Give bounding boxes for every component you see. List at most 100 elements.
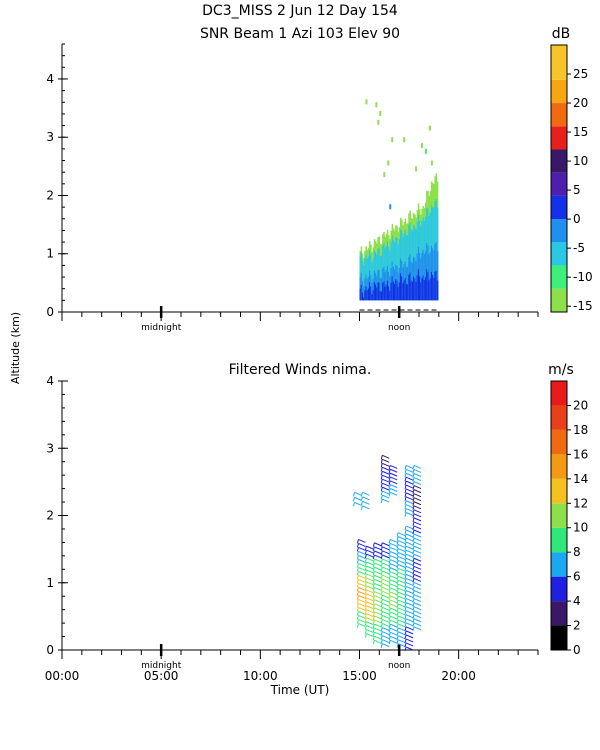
snr-cell: [384, 286, 386, 301]
wind-barb: [358, 558, 366, 563]
wind-barb: [413, 557, 422, 562]
wind-barb: [389, 599, 398, 604]
wind-barb: [382, 631, 390, 635]
wind-barb-flag: [364, 553, 367, 559]
snr-cell: [372, 278, 375, 301]
wind-barb-flag: [364, 617, 367, 622]
wind-barb-flag: [380, 595, 383, 600]
wind-barb: [374, 558, 382, 563]
wind-barb: [405, 508, 414, 513]
snr-cell: [371, 262, 373, 301]
wind-barb: [366, 561, 374, 566]
wind-barb: [362, 505, 370, 510]
wind-barb: [382, 594, 390, 599]
wind-barb-flag: [396, 607, 399, 613]
wind-barb-flag: [388, 628, 391, 633]
wind-barb-flag: [356, 599, 359, 604]
wind-barb-flag: [380, 591, 383, 596]
wind-barb-flag: [364, 621, 367, 626]
wind-barb: [397, 559, 406, 564]
wind-barb-flag: [404, 512, 407, 517]
colorbar-tick-label: 10: [573, 154, 588, 168]
snr-cell: [379, 277, 382, 301]
wind-barb: [413, 618, 422, 623]
wind-barb: [389, 635, 398, 640]
wind-barb: [413, 573, 422, 578]
wind-barb: [389, 623, 398, 628]
wind-barb: [382, 474, 390, 479]
colorbar-band: [551, 126, 567, 150]
snr-cell: [421, 277, 423, 301]
wind-barb-flag: [396, 548, 399, 553]
wind-barb-flag: [380, 623, 383, 628]
snr-cell: [420, 282, 422, 301]
wind-barb-flag: [388, 571, 391, 576]
wind-barb-flag: [412, 558, 415, 563]
wind-barb: [413, 614, 422, 619]
wind-barb: [382, 623, 390, 627]
x-tick-label: 15:00: [342, 669, 377, 683]
wind-barb-flag: [404, 477, 407, 482]
colorbar-band: [551, 601, 567, 626]
wind-barb: [405, 614, 414, 619]
wind-barb: [397, 575, 406, 580]
wind-barb: [413, 606, 422, 611]
wind-barb: [397, 639, 406, 644]
snr-cell: [401, 276, 403, 301]
wind-barb-flag: [404, 492, 407, 498]
snr-cell: [432, 248, 434, 301]
wind-barb: [358, 614, 366, 619]
wind-barb: [382, 606, 390, 611]
wind-barb-flag: [412, 554, 415, 559]
snr-cell: [405, 283, 408, 301]
wind-barb-flag: [356, 579, 359, 584]
colorbar-band: [551, 429, 567, 455]
wind-barb: [382, 478, 390, 483]
wind-barb: [382, 470, 390, 475]
wind-barb: [374, 570, 382, 575]
wind-barb-flag: [380, 498, 383, 504]
colorbar-tick-label: 16: [573, 447, 588, 461]
wind-barb-flag: [380, 554, 383, 559]
wind-barb: [382, 550, 390, 555]
colorbar-band: [551, 172, 567, 196]
wind-barb: [413, 586, 422, 590]
snr-cell: [433, 250, 435, 301]
wind-barb: [405, 537, 414, 542]
colorbar-band: [551, 576, 567, 602]
wind-barb-flag: [352, 497, 355, 502]
snr-cell: [429, 252, 432, 301]
wind-barb: [374, 627, 382, 632]
snr-cell: [435, 270, 438, 301]
wind-barb: [366, 553, 374, 558]
wind-barb-flag: [352, 492, 355, 497]
snr-cell: [423, 253, 426, 301]
wind-barb-flag: [396, 623, 399, 628]
wind-barb: [389, 555, 398, 559]
colorbar-frame: [550, 380, 568, 651]
wind-barb-flag: [364, 581, 367, 587]
wind-barb: [366, 589, 374, 594]
snr-cell: [408, 274, 410, 301]
wind-barb-flag: [380, 562, 383, 568]
wind-barb-flag: [404, 541, 407, 547]
snr-cell: [382, 282, 384, 301]
wind-barb: [358, 618, 366, 623]
wind-barb-flag: [372, 619, 375, 625]
wind-barb-flag: [412, 546, 415, 551]
snr-cell: [385, 284, 388, 301]
wind-barb: [366, 565, 374, 570]
wind-barb-flag: [396, 560, 399, 565]
wind-barb: [358, 590, 366, 595]
wind-barb: [405, 512, 414, 516]
wind-barb: [397, 631, 406, 636]
snr-cell: [361, 280, 364, 301]
snr-cell: [383, 281, 385, 301]
snr-cell: [391, 276, 394, 301]
wind-barb: [382, 586, 390, 591]
wind-barb-flag: [388, 632, 391, 637]
wind-barb: [382, 627, 390, 631]
wind-barb: [358, 598, 366, 603]
wind-barb-flag: [404, 550, 407, 555]
wind-barb-flag: [388, 640, 391, 645]
